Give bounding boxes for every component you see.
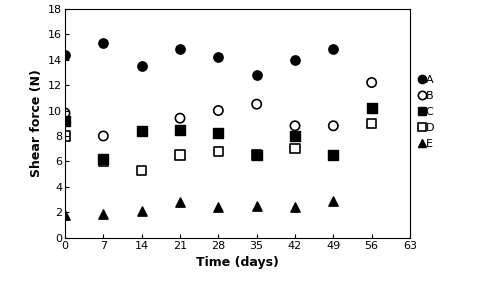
- Point: [176, 47, 184, 52]
- Point: [214, 131, 222, 136]
- Point: [368, 121, 376, 126]
- Point: [291, 57, 299, 62]
- Point: [330, 199, 338, 203]
- Y-axis label: Shear force (N): Shear force (N): [30, 69, 43, 177]
- Point: [100, 211, 108, 216]
- Point: [138, 209, 145, 213]
- Point: [100, 159, 108, 164]
- Point: [61, 111, 69, 115]
- Point: [368, 106, 376, 110]
- Point: [176, 200, 184, 204]
- Point: [61, 118, 69, 123]
- Point: [214, 108, 222, 113]
- Point: [291, 134, 299, 138]
- Point: [138, 64, 145, 68]
- Point: [252, 153, 260, 157]
- Point: [252, 153, 260, 157]
- Point: [214, 205, 222, 210]
- Point: [100, 157, 108, 161]
- Point: [330, 153, 338, 157]
- Point: [330, 124, 338, 128]
- Point: [291, 205, 299, 210]
- Point: [138, 128, 145, 133]
- Point: [368, 80, 376, 85]
- Point: [214, 149, 222, 154]
- Point: [291, 146, 299, 151]
- Point: [252, 102, 260, 106]
- Point: [252, 204, 260, 208]
- Point: [252, 72, 260, 77]
- Point: [100, 134, 108, 138]
- Point: [61, 213, 69, 217]
- Point: [100, 41, 108, 45]
- Point: [176, 153, 184, 157]
- Point: [176, 127, 184, 132]
- Point: [61, 52, 69, 57]
- Point: [61, 134, 69, 138]
- Point: [176, 116, 184, 120]
- Legend: A, B, C, D, E: A, B, C, D, E: [419, 73, 436, 150]
- Point: [138, 168, 145, 173]
- Point: [330, 47, 338, 52]
- Point: [214, 55, 222, 59]
- Point: [291, 124, 299, 128]
- X-axis label: Time (days): Time (days): [196, 256, 279, 269]
